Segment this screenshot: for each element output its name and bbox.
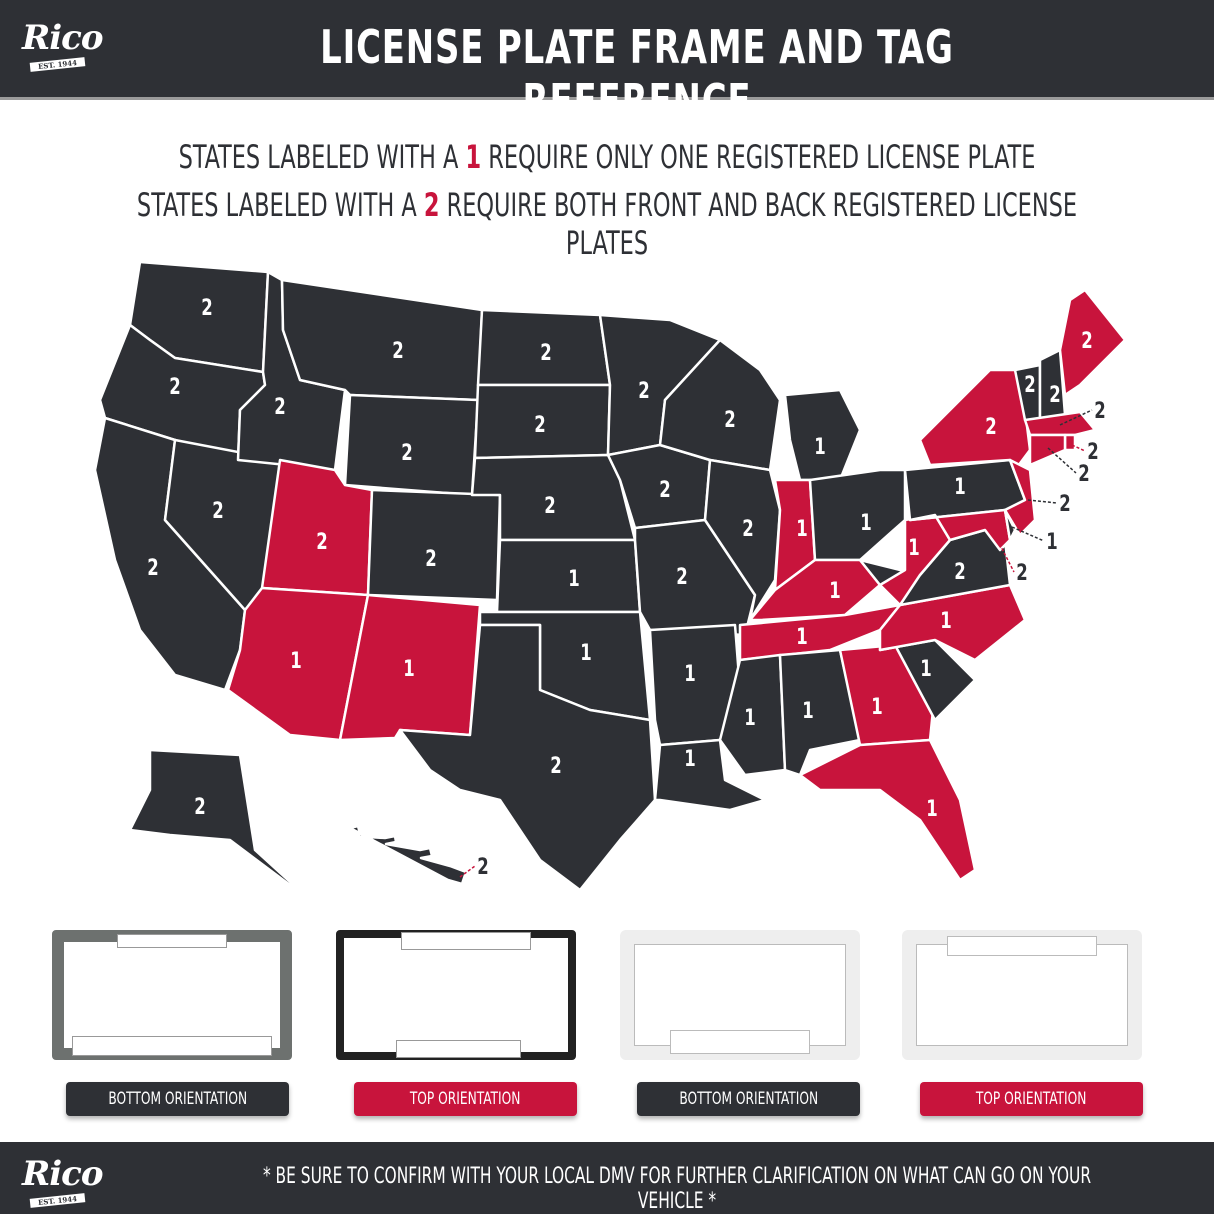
plate-count-az: 1 — [290, 648, 301, 674]
plate-count-vt: 2 — [1024, 372, 1035, 398]
plate-count-nj: 2 — [1059, 491, 1070, 517]
plate-count-pa: 1 — [954, 474, 965, 500]
plate-count-wa: 2 — [201, 295, 212, 321]
rico-logo-footer: Rico EST. 1944 — [22, 1154, 104, 1208]
state-ak — [128, 748, 312, 902]
plate-count-ny: 2 — [985, 414, 996, 440]
bottom-orientation-label-1: BOTTOM ORIENTATION — [66, 1082, 289, 1116]
plate-count-tn: 1 — [796, 624, 807, 650]
plate-count-wv: 1 — [908, 535, 919, 561]
frame-chrome-bottom — [52, 930, 292, 1060]
state-la — [653, 738, 767, 812]
plate-count-nc: 1 — [940, 608, 951, 634]
legend-line-1: STATES LABELED WITH A 1 REQUIRE ONLY ONE… — [178, 138, 1036, 176]
plate-count-wy: 2 — [401, 440, 412, 466]
state-ma — [1023, 410, 1097, 437]
plate-count-ri: 2 — [1087, 439, 1098, 465]
plate-count-id: 2 — [274, 394, 285, 420]
callout-line-ct — [1047, 447, 1077, 474]
plate-count-fl: 1 — [926, 796, 937, 822]
rico-logo: Rico EST. 1944 — [22, 18, 104, 72]
plate-count-ms: 1 — [744, 705, 755, 731]
plate-count-oh: 1 — [860, 510, 871, 536]
plate-count-ga: 1 — [871, 694, 882, 720]
bottom-orientation-label-2: BOTTOM ORIENTATION — [637, 1082, 860, 1116]
top-orientation-label-1: TOP ORIENTATION — [354, 1082, 577, 1116]
footer: Rico EST. 1944 * BE SURE TO CONFIRM WITH … — [0, 1142, 1214, 1214]
callout-line-ri — [1071, 444, 1086, 452]
plate-count-tx: 2 — [550, 753, 561, 779]
plate-count-nh: 2 — [1049, 382, 1060, 408]
state-de — [1003, 508, 1017, 542]
plate-count-mo: 2 — [676, 564, 687, 590]
state-hi — [348, 824, 468, 886]
plate-count-il: 2 — [742, 516, 753, 542]
callout-line-hi — [459, 865, 476, 878]
top-orientation-label-2: TOP ORIENTATION — [920, 1082, 1143, 1116]
plate-count-nv: 2 — [212, 498, 223, 524]
header: Rico EST. 1944 LICENSE PLATE FRAME AND TA… — [0, 0, 1214, 128]
state-fl — [798, 738, 977, 882]
plate-count-ks: 1 — [568, 566, 579, 592]
plate-count-va: 2 — [954, 559, 965, 585]
plate-count-la: 1 — [684, 746, 695, 772]
state-ct — [1028, 433, 1067, 467]
plate-count-wi: 2 — [724, 407, 735, 433]
frame-white-top — [902, 930, 1142, 1060]
state-wi — [658, 338, 782, 472]
callout-line-de — [1011, 526, 1045, 542]
state-nj — [1003, 458, 1037, 537]
plate-count-sd: 2 — [534, 412, 545, 438]
callout-line-md — [994, 534, 1015, 573]
dmv-disclaimer: * BE SURE TO CONFIRM WITH YOUR LOCAL DMV… — [262, 1164, 1092, 1214]
state-il — [703, 458, 782, 622]
callout-line-ma — [1059, 409, 1093, 426]
plate-count-nm: 1 — [403, 656, 414, 682]
plate-count-mt: 2 — [392, 338, 403, 364]
state-ri — [1063, 433, 1077, 452]
frame-black-top — [336, 930, 576, 1060]
plate-count-sc: 1 — [920, 656, 931, 682]
plate-count-al: 1 — [802, 698, 813, 724]
plate-count-ma: 2 — [1094, 398, 1105, 424]
page-title: LICENSE PLATE FRAME AND TAG REFERENCE — [320, 20, 954, 128]
plate-count-ct: 2 — [1078, 461, 1089, 487]
plate-count-ut: 2 — [316, 529, 327, 555]
plate-count-in: 1 — [796, 516, 807, 542]
frame-white-bottom — [620, 930, 860, 1060]
state-ny — [918, 368, 1032, 472]
plate-count-me: 2 — [1081, 328, 1092, 354]
state-me — [1058, 288, 1127, 397]
plate-count-ia: 2 — [659, 477, 670, 503]
plate-count-ak: 2 — [194, 794, 205, 820]
state-ms — [718, 653, 787, 777]
plate-count-de: 1 — [1046, 529, 1057, 555]
plate-count-hi: 2 — [477, 854, 488, 880]
plate-count-mi: 1 — [814, 434, 825, 460]
plate-count-ar: 1 — [684, 661, 695, 687]
plate-count-ky: 1 — [829, 578, 840, 604]
plate-count-co: 2 — [425, 546, 436, 572]
plate-count-ok: 1 — [580, 640, 591, 666]
plate-count-or: 2 — [169, 374, 180, 400]
plate-count-ne: 2 — [544, 493, 555, 519]
plate-count-ca: 2 — [147, 555, 158, 581]
state-oh — [808, 468, 907, 562]
state-mt — [280, 278, 484, 402]
plate-count-nd: 2 — [540, 340, 551, 366]
legend-line-2: STATES LABELED WITH A 2 REQUIRE BOTH FRO… — [136, 186, 1078, 262]
plate-count-md: 2 — [1016, 560, 1027, 586]
plate-count-mn: 2 — [638, 378, 649, 404]
